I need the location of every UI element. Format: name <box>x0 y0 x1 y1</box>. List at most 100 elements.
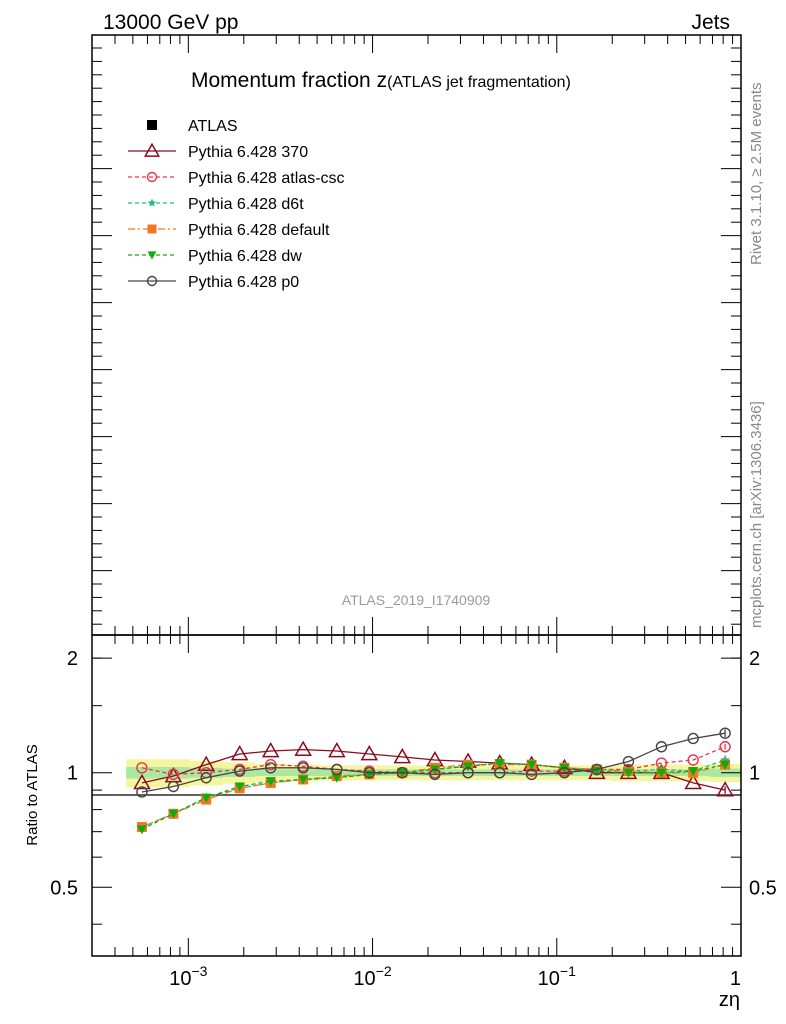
data-point <box>558 767 571 779</box>
legend-label: Pythia 6.428 dw <box>188 248 302 265</box>
ratio-series <box>133 727 734 835</box>
legend-entry: Pythia 6.428 370 <box>128 142 308 161</box>
series-5 <box>136 727 731 798</box>
data-point <box>265 777 276 787</box>
legend-label: Pythia 6.428 p0 <box>188 274 299 291</box>
legend-marker <box>146 275 158 287</box>
data-point <box>719 741 731 753</box>
data-point <box>298 775 309 785</box>
data-point <box>328 742 346 758</box>
data-point <box>623 768 634 778</box>
mcplots-label: mcplots.cern.ch [arXiv:1306.3436] <box>748 401 765 628</box>
legend-marker <box>147 120 157 130</box>
data-point <box>463 762 474 772</box>
data-point <box>233 765 246 777</box>
data-point <box>200 772 212 784</box>
main-subtitle: (ATLAS jet fragmentation) <box>387 74 571 91</box>
legend: ATLAS Pythia 6.428 370 Pythia 6.428 atlas-… <box>128 118 345 291</box>
data-point <box>230 744 249 761</box>
data-point <box>360 744 379 761</box>
legend-label: Pythia 6.428 370 <box>188 144 308 161</box>
legend-marker <box>146 171 158 183</box>
y-tick-label: 2 <box>67 648 78 670</box>
legend-marker <box>143 142 161 157</box>
main-panel: Momentum fraction z(ATLAS jet fragmentat… <box>91 34 742 636</box>
data-point <box>684 773 702 790</box>
y-tick-label-right: 1 <box>749 763 760 785</box>
legend-entry: ATLAS <box>147 118 238 135</box>
legend-entry: Pythia 6.428 p0 <box>128 274 299 291</box>
data-point <box>265 758 277 771</box>
data-point <box>363 767 375 779</box>
data-point <box>462 767 474 779</box>
legend-marker <box>147 224 157 234</box>
data-point <box>133 773 151 790</box>
data-point <box>136 762 148 774</box>
data-point <box>526 760 537 770</box>
y-axis-label: Ratio to ATLAS <box>24 744 41 845</box>
data-point <box>136 786 148 798</box>
data-point <box>261 742 280 758</box>
data-point <box>687 754 699 766</box>
data-point <box>167 768 180 781</box>
x-tick-label: 10−3 <box>169 963 207 990</box>
data-point <box>719 727 731 739</box>
data-point <box>136 825 147 835</box>
data-point <box>167 780 180 793</box>
data-point <box>201 793 212 803</box>
data-point <box>331 773 342 783</box>
data-point <box>687 732 699 745</box>
y-tick-label-right: 0.5 <box>749 877 777 899</box>
data-point <box>294 740 312 756</box>
band-inner <box>515 769 548 777</box>
y-tick-label-right: 2 <box>749 648 760 670</box>
legend-entry: Pythia 6.428 atlas-csc <box>128 170 345 187</box>
data-point <box>393 747 412 764</box>
data-point <box>197 755 215 772</box>
data-point <box>622 755 635 768</box>
data-point <box>331 763 343 776</box>
legend-entry: Pythia 6.428 dw <box>128 248 302 265</box>
data-point <box>656 768 667 778</box>
legend-entry: Pythia 6.428 default <box>128 222 330 239</box>
data-point <box>297 762 309 774</box>
legend-marker <box>147 198 157 207</box>
legend-label: Pythia 6.428 d6t <box>188 196 304 213</box>
legend-label: ATLAS <box>188 118 238 135</box>
data-point <box>429 768 441 781</box>
legend-marker <box>147 251 157 260</box>
ratio-panel: 10−3 10−2 10−1 1 0.5 0.5 1 1 2 2 Ratio to ATLAS z… <box>24 35 777 1011</box>
main-title: Momentum fraction z <box>191 69 387 92</box>
main-y-ticks <box>92 47 741 625</box>
data-point <box>396 767 408 779</box>
x-tick-label: 1 <box>730 968 741 990</box>
category-label: Jets <box>691 11 730 34</box>
x-axis-label: zη <box>719 989 740 1011</box>
x-tick-label: 10−2 <box>353 963 391 990</box>
legend-entry: Pythia 6.428 d6t <box>128 196 304 213</box>
series-line <box>141 732 726 793</box>
band-inner <box>222 768 256 777</box>
data-point <box>655 741 668 753</box>
watermark: ATLAS_2019_I1740909 <box>342 592 491 608</box>
data-point <box>494 767 506 779</box>
data-point <box>494 759 505 769</box>
data-point <box>168 809 179 819</box>
ratio-ticks: 10−3 10−2 10−1 1 0.5 0.5 1 1 2 2 <box>50 35 777 990</box>
ratio-frame <box>91 634 742 957</box>
data-point <box>525 768 538 781</box>
svg-text:Momentum fraction z(ATLAS jet: Momentum fraction z(ATLAS jet fragmentat… <box>191 69 571 92</box>
energy-label: 13000 GeV pp <box>103 11 238 34</box>
data-point <box>591 763 603 776</box>
legend-label: Pythia 6.428 default <box>188 222 330 239</box>
y-tick-label: 0.5 <box>50 877 78 899</box>
data-point <box>716 781 734 797</box>
band-inner <box>157 767 190 779</box>
data-point <box>265 762 277 774</box>
data-point <box>234 782 245 792</box>
legend-label: Pythia 6.428 atlas-csc <box>188 170 345 187</box>
y-tick-label: 1 <box>67 763 78 785</box>
x-tick-label: 10−1 <box>538 963 576 990</box>
data-point <box>688 767 699 777</box>
